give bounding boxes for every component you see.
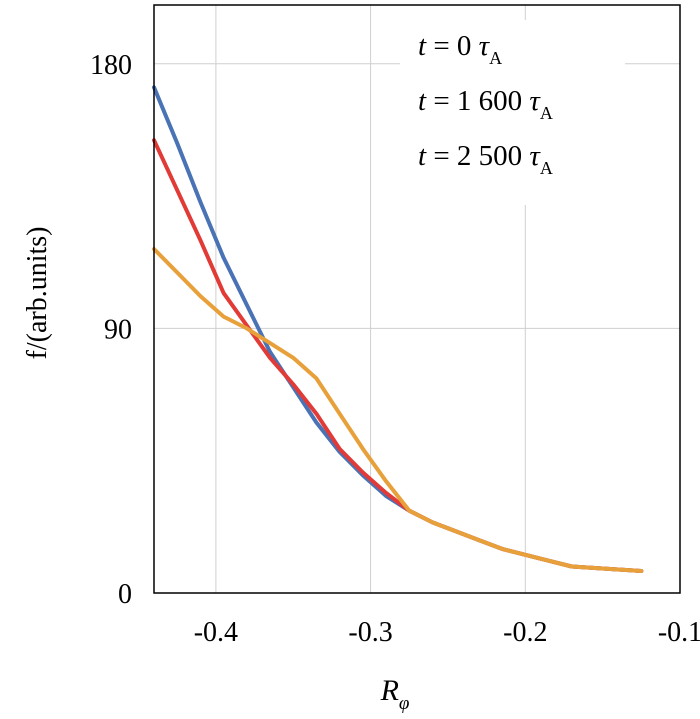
y-axis-label: f/(arb.units) (22, 227, 53, 360)
tick-labels: -0.4 -0.3 -0.2 -0.1 0 90 180 (90, 50, 700, 648)
x-axis-label-sub: φ (399, 693, 410, 714)
legend-entry-1: t = 0 τA (418, 30, 502, 68)
x-tick-label: -0.1 (658, 617, 700, 648)
y-tick-label: 0 (118, 579, 132, 610)
legend-entry-3: t = 2 500 τA (418, 140, 553, 178)
x-axis-label: Rφ (380, 674, 410, 714)
series-lines (152, 85, 644, 573)
y-tick-label: 180 (90, 50, 132, 81)
legend-entry-2: t = 1 600 τA (418, 85, 553, 123)
x-tick-label: -0.3 (348, 617, 392, 648)
legend: t = 0 τA t = 1 600 τA t = 2 500 τA (400, 20, 625, 205)
legend-box (400, 20, 625, 205)
series-line-3 (152, 247, 644, 573)
x-tick-label: -0.4 (194, 617, 238, 648)
x-axis-label-main: R (380, 674, 399, 707)
plot-frame (153, 4, 681, 594)
y-tick-label: 90 (104, 314, 132, 345)
x-tick-label: -0.2 (503, 617, 547, 648)
